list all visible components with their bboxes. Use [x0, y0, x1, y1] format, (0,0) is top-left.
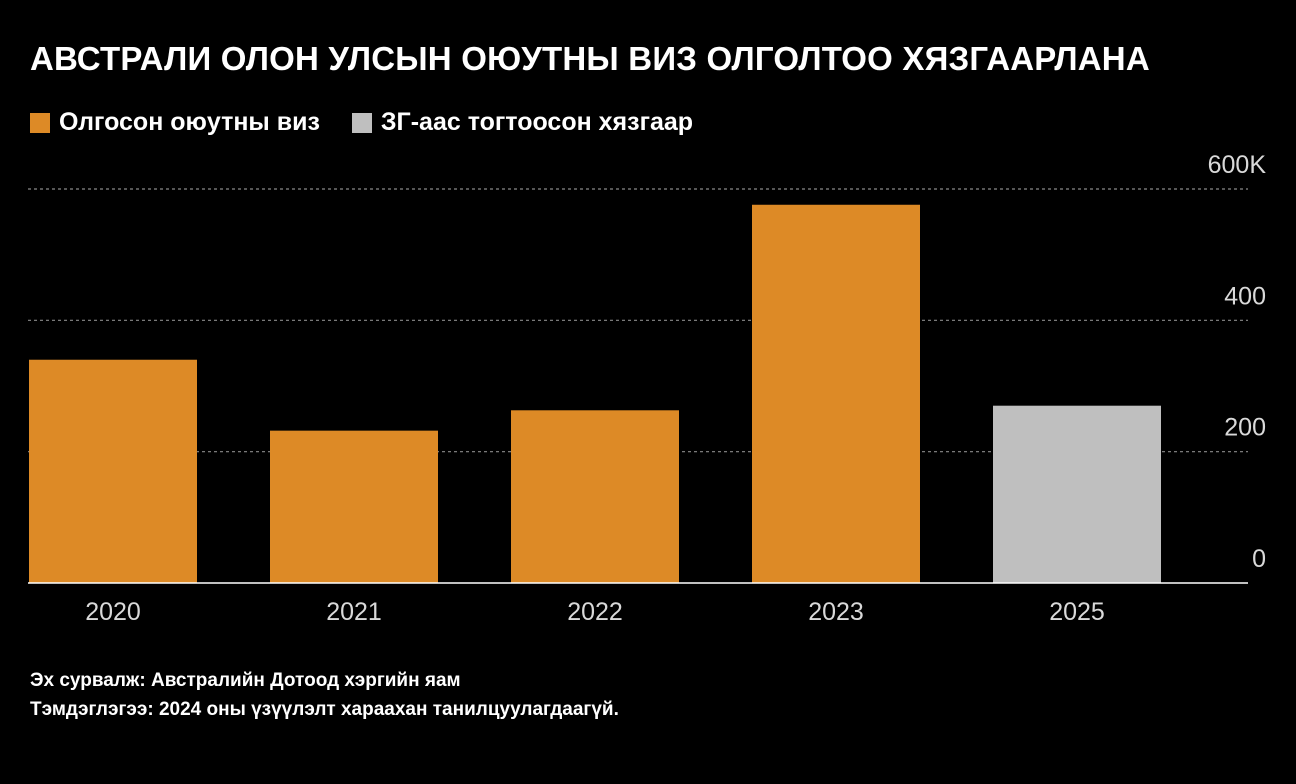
legend-label-issued: Олгосон оюутны виз: [59, 108, 320, 136]
legend-label-cap: ЗГ-аас тогтоосон хязгаар: [380, 108, 694, 136]
bar-2021: [270, 430, 438, 583]
bar-2022: [511, 410, 679, 583]
x-tick-label: 2022: [567, 598, 623, 626]
chart-title: АВСТРАЛИ ОЛОН УЛСЫН ОЮУТНЫ ВИЗ ОЛГОЛТОО …: [30, 40, 1150, 77]
y-tick-label: 400: [1224, 282, 1266, 310]
footnote: Тэмдэглэгээ: 2024 оны үзүүлэлт хараахан …: [30, 699, 619, 720]
legend-item-cap: ЗГ-аас тогтоосон хязгаар: [351, 108, 694, 137]
legend-swatch-cap: [351, 112, 372, 133]
bar-2020: [29, 359, 197, 583]
x-tick-label: 2023: [808, 598, 864, 626]
legend-swatch-issued: [30, 112, 50, 133]
bar-chart: 0 200 400 600K 2020 2021 2022 2023 2025: [28, 151, 1266, 626]
x-tick-label: 2021: [326, 598, 382, 626]
bar-2025: [993, 405, 1161, 583]
bar-2023: [752, 204, 920, 583]
y-tick-label: 200: [1224, 414, 1266, 442]
legend-item-issued: Олгосон оюутны виз: [30, 108, 320, 137]
axes: 0 200 400 600K 2020 2021 2022 2023 2025: [28, 151, 1266, 626]
y-tick-label: 0: [1252, 545, 1266, 573]
bars: [29, 204, 1161, 583]
source-note: Эх сурвалж: Австралийн Дотоод хэргийн яа…: [30, 670, 461, 691]
y-tick-label: 600K: [1208, 151, 1267, 179]
x-tick-label: 2020: [85, 598, 141, 626]
chart-footer: Эх сурвалж: Австралийн Дотоод хэргийн яа…: [30, 666, 619, 724]
x-tick-label: 2025: [1049, 598, 1105, 626]
legend: Олгосон оюутны виз ЗГ-аас тогтоосон хязг…: [30, 108, 725, 137]
